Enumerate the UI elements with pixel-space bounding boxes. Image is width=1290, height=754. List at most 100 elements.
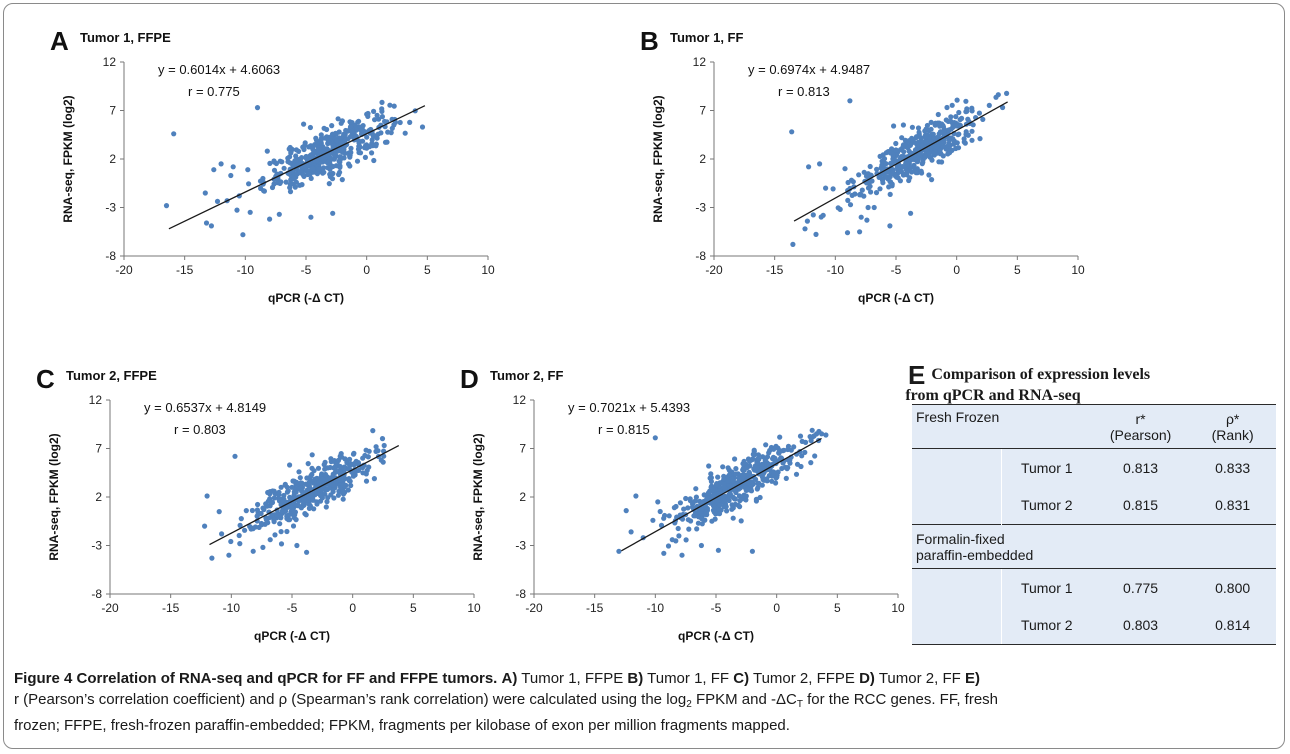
data-point — [736, 475, 742, 481]
data-point — [271, 519, 277, 525]
data-point — [687, 498, 693, 504]
data-point — [238, 516, 244, 522]
data-point — [737, 504, 743, 510]
scatter-panel-b: B Tumor 1, FF -8 -3 2 7 12 -20 -15 -10 -5 0 5 10 qPCR … — [640, 26, 1085, 305]
data-point — [336, 129, 342, 135]
data-point — [322, 466, 328, 472]
caption-line-2: r (Pearson’s correlation coefficient) an… — [14, 689, 1276, 715]
y-tick-label: 7 — [95, 442, 102, 456]
data-point — [725, 495, 731, 501]
data-point — [777, 448, 783, 454]
data-point — [314, 158, 320, 164]
data-point — [671, 505, 677, 511]
data-point — [877, 186, 883, 192]
data-point — [957, 122, 963, 128]
data-point — [694, 526, 700, 532]
data-point — [323, 504, 329, 510]
data-point — [693, 494, 699, 500]
data-point — [243, 508, 249, 514]
data-point — [388, 130, 394, 136]
data-point — [419, 124, 426, 130]
data-point — [913, 147, 919, 153]
panel-title: Tumor 2, FFPE — [66, 368, 157, 383]
regression-line — [793, 101, 1008, 222]
data-point — [339, 489, 346, 495]
data-point — [209, 555, 215, 561]
data-point — [325, 495, 331, 501]
data-point — [285, 488, 291, 494]
data-point — [269, 499, 276, 506]
data-point — [336, 171, 342, 178]
header-rho: ρ* (Rank) — [1189, 404, 1276, 449]
data-point — [375, 448, 381, 454]
x-tick-label: -20 — [705, 263, 723, 277]
caption-text-a: Tumor 1, FFPE — [517, 670, 628, 687]
data-point — [292, 512, 298, 518]
x-tick-label: -20 — [115, 263, 133, 277]
data-point — [277, 521, 283, 527]
data-point — [261, 506, 267, 513]
data-point — [204, 493, 210, 499]
data-point — [226, 552, 232, 558]
data-point — [720, 495, 726, 501]
data-point — [208, 223, 214, 229]
data-point — [769, 478, 775, 484]
data-point — [934, 144, 940, 150]
data-point — [228, 172, 234, 179]
data-point — [802, 449, 808, 455]
data-point — [278, 529, 284, 535]
data-point — [721, 481, 727, 487]
data-point — [308, 473, 314, 479]
data-point — [360, 455, 366, 461]
data-point — [281, 165, 287, 171]
data-point — [335, 457, 342, 463]
data-point — [293, 179, 299, 185]
data-point — [271, 167, 278, 173]
y-tick-label: -8 — [695, 249, 706, 263]
data-point — [287, 144, 293, 151]
data-point — [699, 506, 705, 512]
data-point — [857, 229, 863, 235]
scatter-points — [616, 427, 829, 558]
y-tick-label: -3 — [91, 539, 102, 553]
data-point — [955, 132, 961, 138]
data-point — [298, 505, 304, 511]
data-point — [255, 501, 261, 508]
caption-text-2b: FPKM and -ΔC — [691, 691, 797, 708]
data-point — [316, 166, 322, 172]
data-point — [379, 99, 385, 105]
data-point — [273, 160, 279, 167]
caption-title: Figure 4 Correlation of RNA-seq and qPCR… — [14, 670, 498, 687]
data-point — [787, 457, 793, 463]
data-point — [705, 490, 712, 496]
data-point — [699, 516, 705, 522]
data-point — [890, 160, 896, 166]
data-point — [953, 114, 959, 120]
data-point — [766, 450, 772, 456]
data-point — [915, 139, 921, 145]
data-point — [265, 489, 271, 496]
row-label: Tumor 2 — [1000, 606, 1092, 645]
data-point — [300, 144, 306, 150]
data-point — [267, 496, 273, 502]
data-point — [171, 131, 177, 137]
data-point — [342, 137, 348, 143]
data-point — [808, 438, 814, 444]
data-point — [254, 507, 260, 513]
data-point — [977, 136, 983, 142]
data-point — [339, 118, 345, 124]
data-point — [311, 468, 317, 474]
data-point — [887, 150, 893, 156]
data-point — [909, 169, 915, 175]
data-point — [202, 190, 208, 196]
data-point — [733, 466, 739, 472]
data-point — [246, 181, 252, 187]
data-point — [298, 480, 304, 486]
data-point — [261, 188, 267, 194]
data-point — [848, 177, 855, 183]
data-point — [817, 161, 823, 167]
x-tick-label: -20 — [101, 601, 119, 615]
data-point — [877, 153, 883, 159]
data-point — [695, 520, 701, 526]
data-point — [267, 216, 273, 222]
